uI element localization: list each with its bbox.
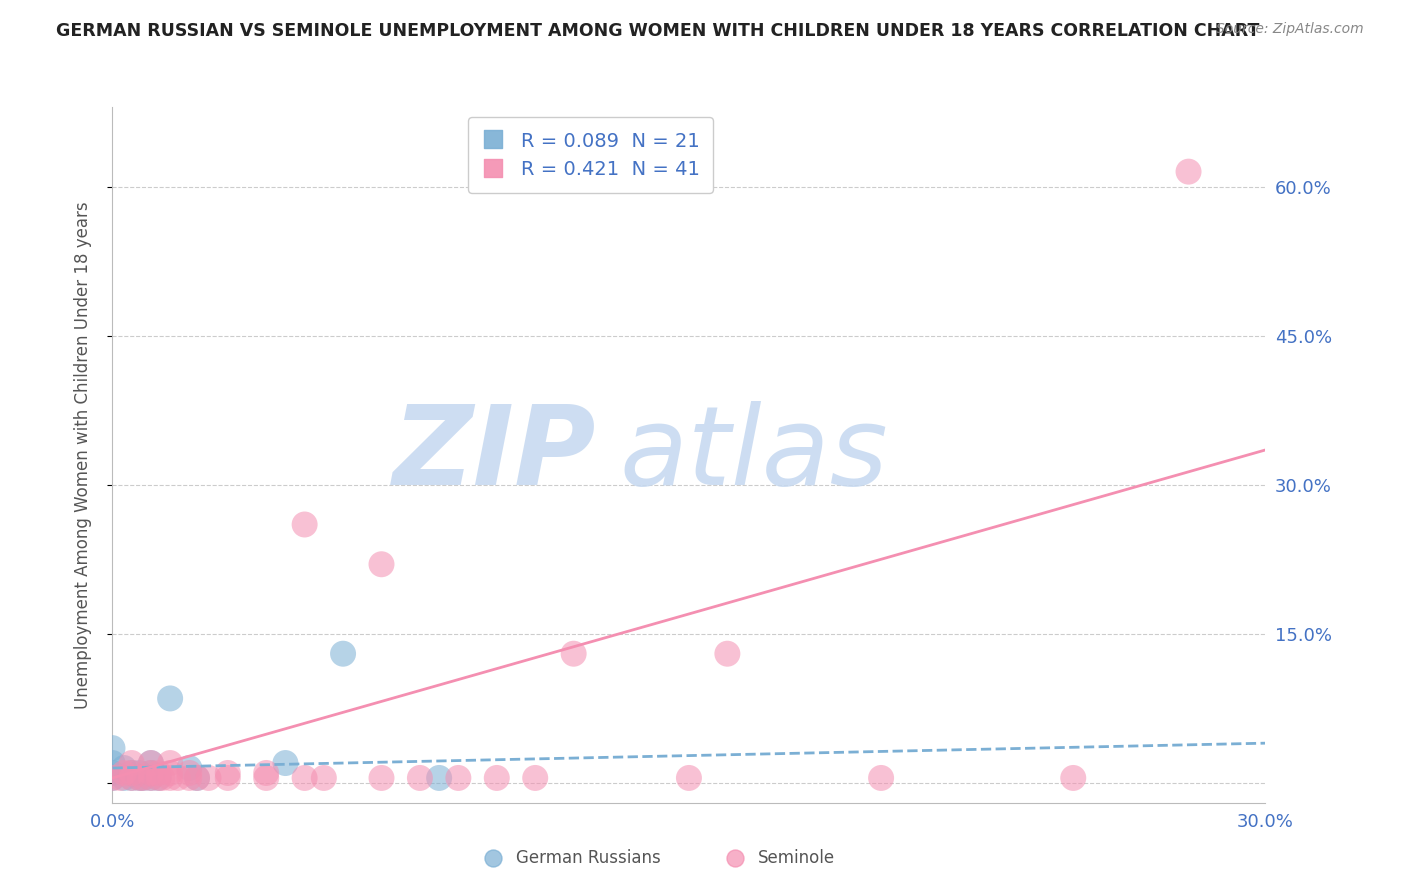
- Point: [427, 771, 450, 785]
- Point: [179, 766, 201, 780]
- Point: [370, 558, 392, 572]
- Point: [108, 771, 131, 785]
- Point: [128, 771, 150, 785]
- Point: [186, 771, 208, 785]
- Point: [332, 647, 354, 661]
- Text: ZIP: ZIP: [394, 401, 596, 508]
- Point: [159, 766, 181, 780]
- Point: [121, 766, 143, 780]
- Point: [524, 771, 547, 785]
- Point: [148, 766, 170, 780]
- Point: [254, 766, 277, 780]
- Point: [186, 771, 208, 785]
- Point: [112, 771, 135, 785]
- Point: [447, 771, 470, 785]
- Point: [159, 771, 181, 785]
- Point: [148, 771, 170, 785]
- Point: [128, 771, 150, 785]
- Point: [370, 771, 392, 785]
- Legend: R = 0.089  N = 21, R = 0.421  N = 41: R = 0.089 N = 21, R = 0.421 N = 41: [468, 117, 713, 193]
- Point: [101, 771, 124, 785]
- Point: [1177, 164, 1199, 178]
- Point: [132, 771, 155, 785]
- Point: [139, 766, 162, 780]
- Point: [179, 761, 201, 775]
- Point: [112, 761, 135, 775]
- Point: [485, 771, 508, 785]
- Point: [179, 771, 201, 785]
- Point: [409, 771, 432, 785]
- Text: GERMAN RUSSIAN VS SEMINOLE UNEMPLOYMENT AMONG WOMEN WITH CHILDREN UNDER 18 YEARS: GERMAN RUSSIAN VS SEMINOLE UNEMPLOYMENT …: [56, 22, 1260, 40]
- Point: [1062, 771, 1084, 785]
- Text: atlas: atlas: [620, 401, 889, 508]
- Text: Source: ZipAtlas.com: Source: ZipAtlas.com: [1216, 22, 1364, 37]
- Point: [101, 766, 124, 780]
- Point: [197, 771, 219, 785]
- Point: [101, 756, 124, 770]
- Point: [112, 766, 135, 780]
- Point: [148, 771, 170, 785]
- Point: [132, 771, 155, 785]
- Point: [312, 771, 335, 785]
- Point: [139, 756, 162, 770]
- Point: [139, 766, 162, 780]
- Point: [101, 771, 124, 785]
- Point: [274, 756, 297, 770]
- Point: [294, 771, 316, 785]
- Point: [139, 771, 162, 785]
- Point: [1369, 855, 1392, 870]
- Point: [159, 756, 181, 770]
- Y-axis label: Unemployment Among Women with Children Under 18 years: Unemployment Among Women with Children U…: [73, 201, 91, 709]
- Point: [870, 771, 893, 785]
- Point: [254, 771, 277, 785]
- Point: [121, 766, 143, 780]
- Point: [166, 771, 188, 785]
- Point: [217, 766, 239, 780]
- Text: German Russians: German Russians: [516, 849, 661, 867]
- Text: Seminole: Seminole: [758, 849, 835, 867]
- Point: [716, 647, 738, 661]
- Point: [121, 756, 143, 770]
- Point: [159, 691, 181, 706]
- Point: [562, 647, 585, 661]
- Point: [294, 517, 316, 532]
- Point: [121, 771, 143, 785]
- Point: [128, 766, 150, 780]
- Point: [152, 771, 174, 785]
- Point: [217, 771, 239, 785]
- Point: [678, 771, 700, 785]
- Point: [121, 771, 143, 785]
- Point: [101, 741, 124, 756]
- Point: [139, 756, 162, 770]
- Point: [139, 771, 162, 785]
